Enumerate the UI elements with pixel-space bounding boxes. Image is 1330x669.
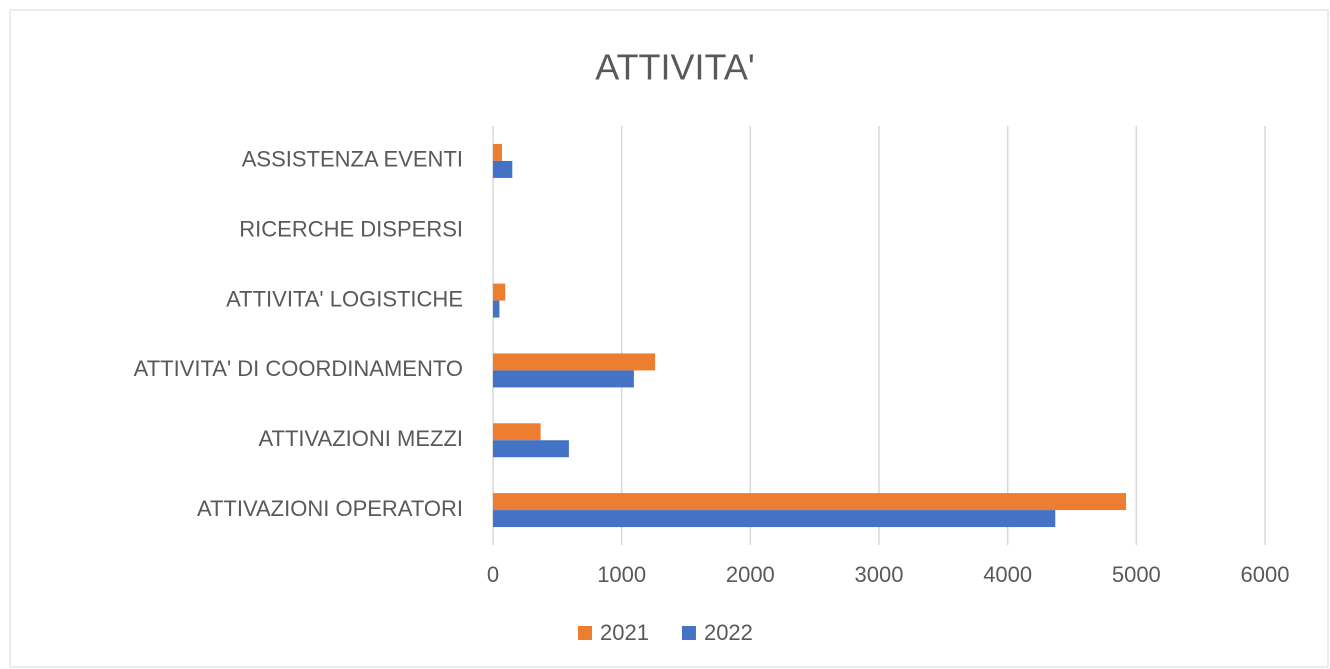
bar (493, 353, 656, 371)
x-tick-label: 4000 (983, 562, 1032, 587)
bar (493, 493, 1127, 511)
legend-label: 2022 (704, 620, 753, 645)
x-tick-label: 0 (487, 562, 499, 587)
x-tick-label: 2000 (726, 562, 775, 587)
y-tick-label: ASSISTENZA EVENTI (242, 147, 463, 172)
y-tick-label: ATTIVAZIONI MEZZI (258, 426, 463, 451)
x-tick-label: 1000 (597, 562, 646, 587)
legend-swatch (578, 626, 592, 640)
legend-swatch (681, 626, 696, 640)
x-tick-label: 6000 (1241, 562, 1290, 587)
chart-title: ATTIVITA' (595, 47, 755, 88)
legend-label: 2021 (600, 620, 649, 645)
bar (493, 300, 500, 318)
bar (493, 143, 503, 161)
x-tick-label: 3000 (855, 562, 904, 587)
bar (493, 283, 506, 301)
y-tick-label: ATTIVAZIONI OPERATORI (197, 496, 463, 521)
bar (493, 510, 1056, 528)
y-tick-label: RICERCHE DISPERSI (239, 217, 463, 242)
x-tick-label: 5000 (1112, 562, 1161, 587)
y-tick-label: ATTIVITA' DI COORDINAMENTO (134, 356, 463, 381)
bar (493, 370, 634, 388)
bar (493, 440, 569, 458)
bar (493, 160, 513, 178)
y-tick-label: ATTIVITA' LOGISTICHE (226, 286, 463, 311)
bar (493, 423, 541, 441)
chart-border (9, 9, 1329, 668)
